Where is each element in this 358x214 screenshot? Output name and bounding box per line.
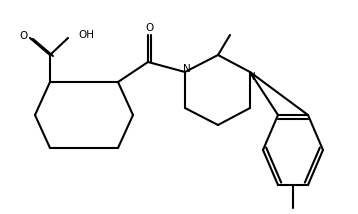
Text: OH: OH [78,30,94,40]
Text: O: O [145,23,153,33]
Text: O: O [19,31,27,41]
Text: N: N [248,72,256,82]
Text: N: N [183,64,191,74]
